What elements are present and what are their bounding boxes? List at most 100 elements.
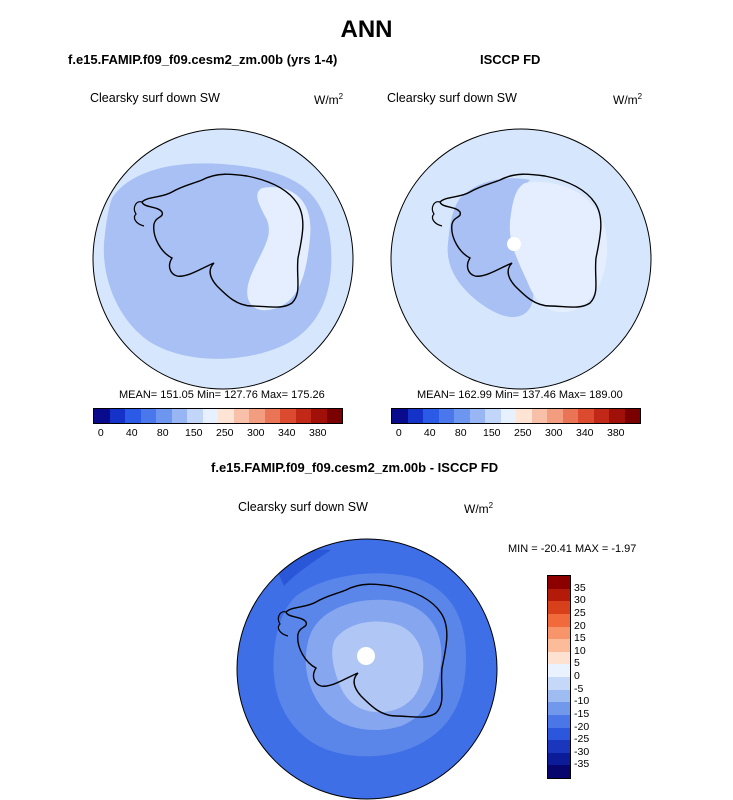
panel-3-units: W/m2 — [464, 501, 494, 516]
colorbar-cell — [578, 409, 594, 423]
colorbar-cell — [548, 613, 570, 627]
panel-1-coastline — [141, 173, 304, 308]
colorbar-cell — [264, 409, 280, 423]
panel-3-dark-edge — [276, 549, 331, 586]
colorbar-cell — [392, 409, 408, 423]
panel-3-colorbar — [547, 575, 571, 779]
colorbar-cell — [187, 409, 203, 423]
colorbar-tick-label: 0 — [574, 670, 580, 682]
colorbar-cell — [562, 409, 578, 423]
panel-1-units: W/m2 — [314, 92, 344, 107]
colorbar-tick-label: 5 — [574, 657, 580, 670]
colorbar-cell — [423, 409, 439, 423]
colorbar-cell — [109, 409, 125, 423]
colorbar-tick-label: -20 — [574, 720, 590, 733]
colorbar-tick-label: 380 — [308, 427, 327, 439]
panel-2-light-region — [509, 182, 608, 313]
colorbar-cell — [125, 409, 141, 423]
panel-1-title: f.e15.FAMIP.f09_f09.cesm2_zm.00b (yrs 1-… — [68, 52, 338, 67]
panel-2-title: ISCCP FD — [480, 52, 541, 67]
panel-2-colorbar — [391, 408, 641, 424]
colorbar-cell — [156, 409, 172, 423]
colorbar-cell — [609, 409, 625, 423]
colorbar-tick-label: 80 — [454, 427, 467, 439]
panel-2-missing-data-dot — [507, 237, 521, 251]
colorbar-cell — [295, 409, 311, 423]
panel-1-colorbar — [93, 408, 343, 424]
colorbar-tick-label: 35 — [574, 581, 586, 594]
colorbar-tick-label: 40 — [125, 427, 138, 439]
colorbar-cell — [593, 409, 609, 423]
main-title: ANN — [340, 16, 393, 43]
colorbar-tick-label: -25 — [574, 733, 590, 746]
panel-3-coastline — [285, 583, 448, 718]
colorbar-cell — [485, 409, 501, 423]
colorbar-cell — [407, 409, 423, 423]
colorbar-tick-label: 15 — [574, 632, 586, 645]
colorbar-cell — [249, 409, 265, 423]
colorbar-cell — [531, 409, 547, 423]
panel-2-coastline — [439, 173, 602, 308]
colorbar-tick-label: -5 — [574, 682, 584, 695]
colorbar-cell — [547, 409, 563, 423]
panel-1-stats: MEAN= 151.05 Min= 127.76 Max= 175.26 — [119, 389, 325, 401]
colorbar-tick-label: 40 — [423, 427, 436, 439]
colorbar-cell — [171, 409, 187, 423]
panel-2-stats: MEAN= 162.99 Min= 137.46 Max= 189.00 — [417, 389, 623, 401]
colorbar-tick-label: 0 — [97, 427, 104, 439]
colorbar-cell — [140, 409, 156, 423]
colorbar-cell — [516, 409, 532, 423]
colorbar-tick-label: 150 — [184, 427, 203, 439]
colorbar-cell — [548, 752, 570, 766]
panel-2-units: W/m2 — [613, 92, 643, 107]
colorbar-cell — [548, 702, 570, 715]
colorbar-tick-label: 340 — [277, 427, 296, 439]
colorbar-cell — [438, 409, 454, 423]
panel-2-peninsula — [431, 201, 443, 227]
colorbar-cell — [218, 409, 234, 423]
panel-2-map — [390, 128, 652, 390]
colorbar-tick-label: 150 — [482, 427, 501, 439]
colorbar-tick-label: 20 — [574, 619, 586, 632]
colorbar-cell — [94, 409, 110, 423]
panel-1-map — [92, 128, 354, 390]
panel-1-light-region — [247, 187, 311, 311]
colorbar-cell — [548, 689, 570, 703]
panel-3-stats: MIN = -20.41 MAX = -1.97 — [508, 543, 637, 555]
colorbar-cell — [326, 409, 342, 423]
colorbar-tick-label: 250 — [215, 427, 234, 439]
colorbar-cell — [548, 576, 570, 589]
colorbar-cell — [500, 409, 516, 423]
colorbar-cell — [548, 664, 570, 677]
colorbar-cell — [548, 639, 570, 652]
colorbar-tick-label: -35 — [574, 758, 590, 771]
colorbar-cell — [311, 409, 327, 423]
panel-3-map — [236, 538, 498, 800]
panel-2-variable: Clearsky surf down SW — [387, 91, 517, 105]
colorbar-tick-label: 80 — [156, 427, 169, 439]
colorbar-cell — [202, 409, 218, 423]
colorbar-cell — [548, 765, 570, 778]
colorbar-cell — [548, 677, 570, 690]
colorbar-tick-label: 10 — [574, 644, 586, 657]
colorbar-tick-label: 300 — [544, 427, 563, 439]
colorbar-cell — [280, 409, 296, 423]
colorbar-tick-label: 25 — [574, 606, 586, 619]
colorbar-cell — [548, 714, 570, 728]
colorbar-cell — [548, 727, 570, 741]
colorbar-tick-label: 30 — [574, 594, 586, 607]
colorbar-cell — [469, 409, 485, 423]
colorbar-cell — [548, 740, 570, 753]
colorbar-cell — [548, 588, 570, 602]
panel-3-variable: Clearsky surf down SW — [238, 500, 368, 514]
panel-3-missing-data-dot — [357, 647, 375, 665]
colorbar-tick-label: -30 — [574, 745, 590, 758]
panel-3-title: f.e15.FAMIP.f09_f09.cesm2_zm.00b - ISCCP… — [211, 460, 499, 475]
panel-2-map-border — [390, 128, 652, 390]
colorbar-cell — [454, 409, 470, 423]
panel-1-map-border — [92, 128, 354, 390]
panel-3-peninsula — [277, 611, 289, 637]
colorbar-tick-label: -15 — [574, 707, 590, 720]
colorbar-tick-label: 340 — [575, 427, 594, 439]
colorbar-tick-label: 0 — [395, 427, 402, 439]
